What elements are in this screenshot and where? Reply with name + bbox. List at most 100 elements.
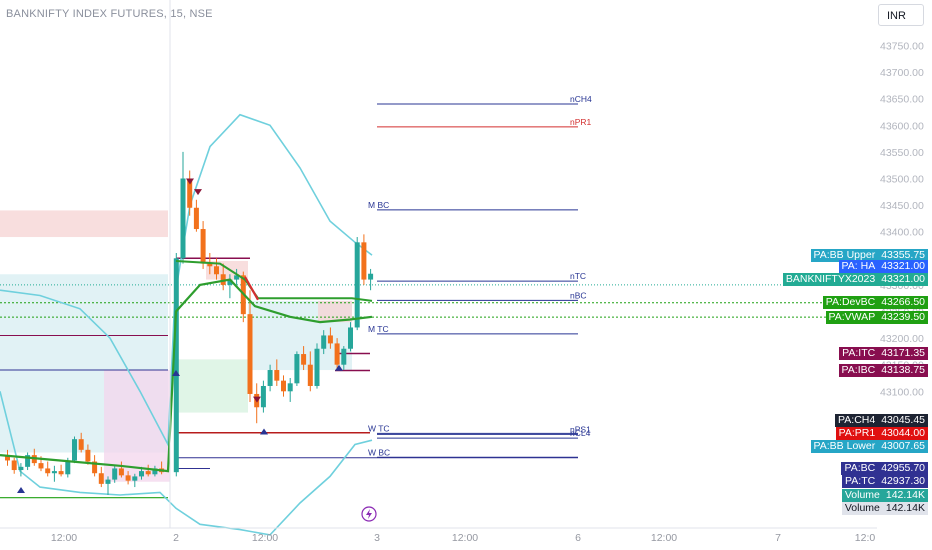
candle-body [98, 473, 104, 484]
badge-value: 43171.35 [881, 346, 925, 359]
candle-body [327, 335, 333, 344]
candle-body [187, 178, 193, 208]
candle-body [348, 327, 353, 349]
candle-body [173, 258, 179, 473]
chart-title: BANKNIFTY INDEX FUTURES, 15, NSE [6, 8, 213, 20]
candle-body [25, 455, 31, 467]
badge-value: 142.14K [885, 488, 925, 501]
y-tick-label: 43100.00 [880, 386, 924, 398]
price-badge: PA:BB Lower 43007.65 [810, 440, 928, 454]
price-badge: PA:BB Upper 43355.75 [810, 248, 928, 262]
price-badge: BANKNIFTYX2023 43321.00 [782, 272, 928, 286]
price-badge: PA:IBC 43138.75 [838, 364, 928, 378]
candle-body [132, 476, 138, 481]
badge-value: 42955.70 [881, 461, 925, 474]
buy-marker [335, 364, 343, 371]
candle-body [125, 475, 131, 481]
badge-value: 43044.00 [881, 427, 925, 440]
bb-lower-band [0, 391, 373, 536]
badge-label: PA:BB Upper [813, 248, 876, 261]
badge-value: 43321.00 [881, 259, 925, 272]
badge-label: Volume [844, 488, 880, 501]
candle-body [51, 471, 57, 474]
candle-body [139, 471, 144, 477]
level-label: nPR1 [570, 117, 592, 127]
currency-button[interactable]: INR [878, 4, 924, 26]
price-badge: PA:CH4 43045.45 [835, 413, 928, 427]
level-label: nPS1 [570, 424, 591, 434]
candle-body [152, 468, 158, 475]
candle-body [361, 242, 367, 280]
badge-label: PA:BC [844, 461, 876, 474]
y-tick-label: 43450.00 [880, 200, 924, 212]
buy-marker [17, 487, 25, 494]
badge-label: PA:TC [845, 475, 876, 488]
candle-body [234, 275, 240, 280]
sell-marker [186, 178, 194, 185]
candle-body [45, 468, 51, 474]
candle-body [145, 471, 151, 475]
badge-value: 43138.75 [881, 364, 925, 377]
candle-body [118, 468, 124, 476]
badge-label: BANKNIFTYX2023 [785, 272, 876, 285]
y-tick-label: 43650.00 [880, 94, 924, 106]
candle-body [72, 439, 77, 461]
y-tick-label: 43750.00 [880, 41, 924, 53]
candle-body [267, 370, 273, 386]
candle-body [220, 274, 226, 285]
level-label: W TC [368, 423, 390, 433]
devbc-down-segment [244, 276, 259, 301]
indicator-zone [318, 300, 352, 323]
candle-body [314, 348, 320, 386]
candle-body [5, 456, 10, 461]
level-label: W BC [368, 447, 390, 457]
candle-body [294, 354, 300, 384]
badge-label: PA:IBC [841, 364, 876, 377]
candle-body [200, 229, 206, 264]
x-tick-label: 12:00 [252, 532, 278, 544]
candle-body [207, 263, 213, 267]
candle-body [193, 207, 199, 230]
candle-body [227, 279, 233, 285]
vwap-curve [0, 278, 373, 473]
level-label: nBC [570, 290, 587, 300]
indicator-zone [176, 359, 248, 413]
x-tick-label: 12:00 [51, 532, 77, 544]
y-tick-label: 43550.00 [880, 147, 924, 159]
buy-marker [172, 370, 180, 377]
sell-marker [194, 189, 202, 196]
level-label: nCH4 [570, 94, 592, 104]
candle-body [334, 343, 340, 365]
price-badge: Volume 142.14K [841, 501, 928, 515]
x-tick-label: 7 [775, 532, 781, 544]
alert-icon [361, 506, 377, 522]
candle-body [78, 439, 84, 450]
badge-label: PA:ITC [842, 346, 876, 359]
candle-body [105, 479, 111, 484]
badge-value: 43355.75 [881, 248, 925, 261]
badge-value: 42937.30 [881, 475, 925, 488]
candle-body [354, 242, 360, 328]
badge-value: 43239.50 [881, 310, 925, 323]
sell-marker [253, 396, 261, 403]
candle-body [287, 383, 293, 392]
candle-body [18, 466, 24, 471]
level-label: nCL4 [570, 428, 591, 438]
price-badge: Volume 142.14K [841, 488, 928, 502]
badge-label: PA: HA [841, 259, 876, 272]
x-tick-label: 2 [173, 532, 179, 544]
candle-body [301, 354, 307, 365]
x-tick-label: 3 [374, 532, 380, 544]
badge-value: 142.14K [885, 501, 925, 514]
y-tick-label: 43700.00 [880, 67, 924, 79]
candle-body [112, 468, 118, 480]
candle-body [341, 348, 347, 365]
indicator-zone [0, 210, 168, 238]
candle-body [247, 314, 253, 394]
level-label: M BC [368, 200, 389, 210]
x-tick-label: 6 [575, 532, 581, 544]
x-tick-label: 12:00 [651, 532, 677, 544]
badge-label: PA:VWAP [828, 310, 876, 323]
devbc-curve [175, 260, 373, 302]
